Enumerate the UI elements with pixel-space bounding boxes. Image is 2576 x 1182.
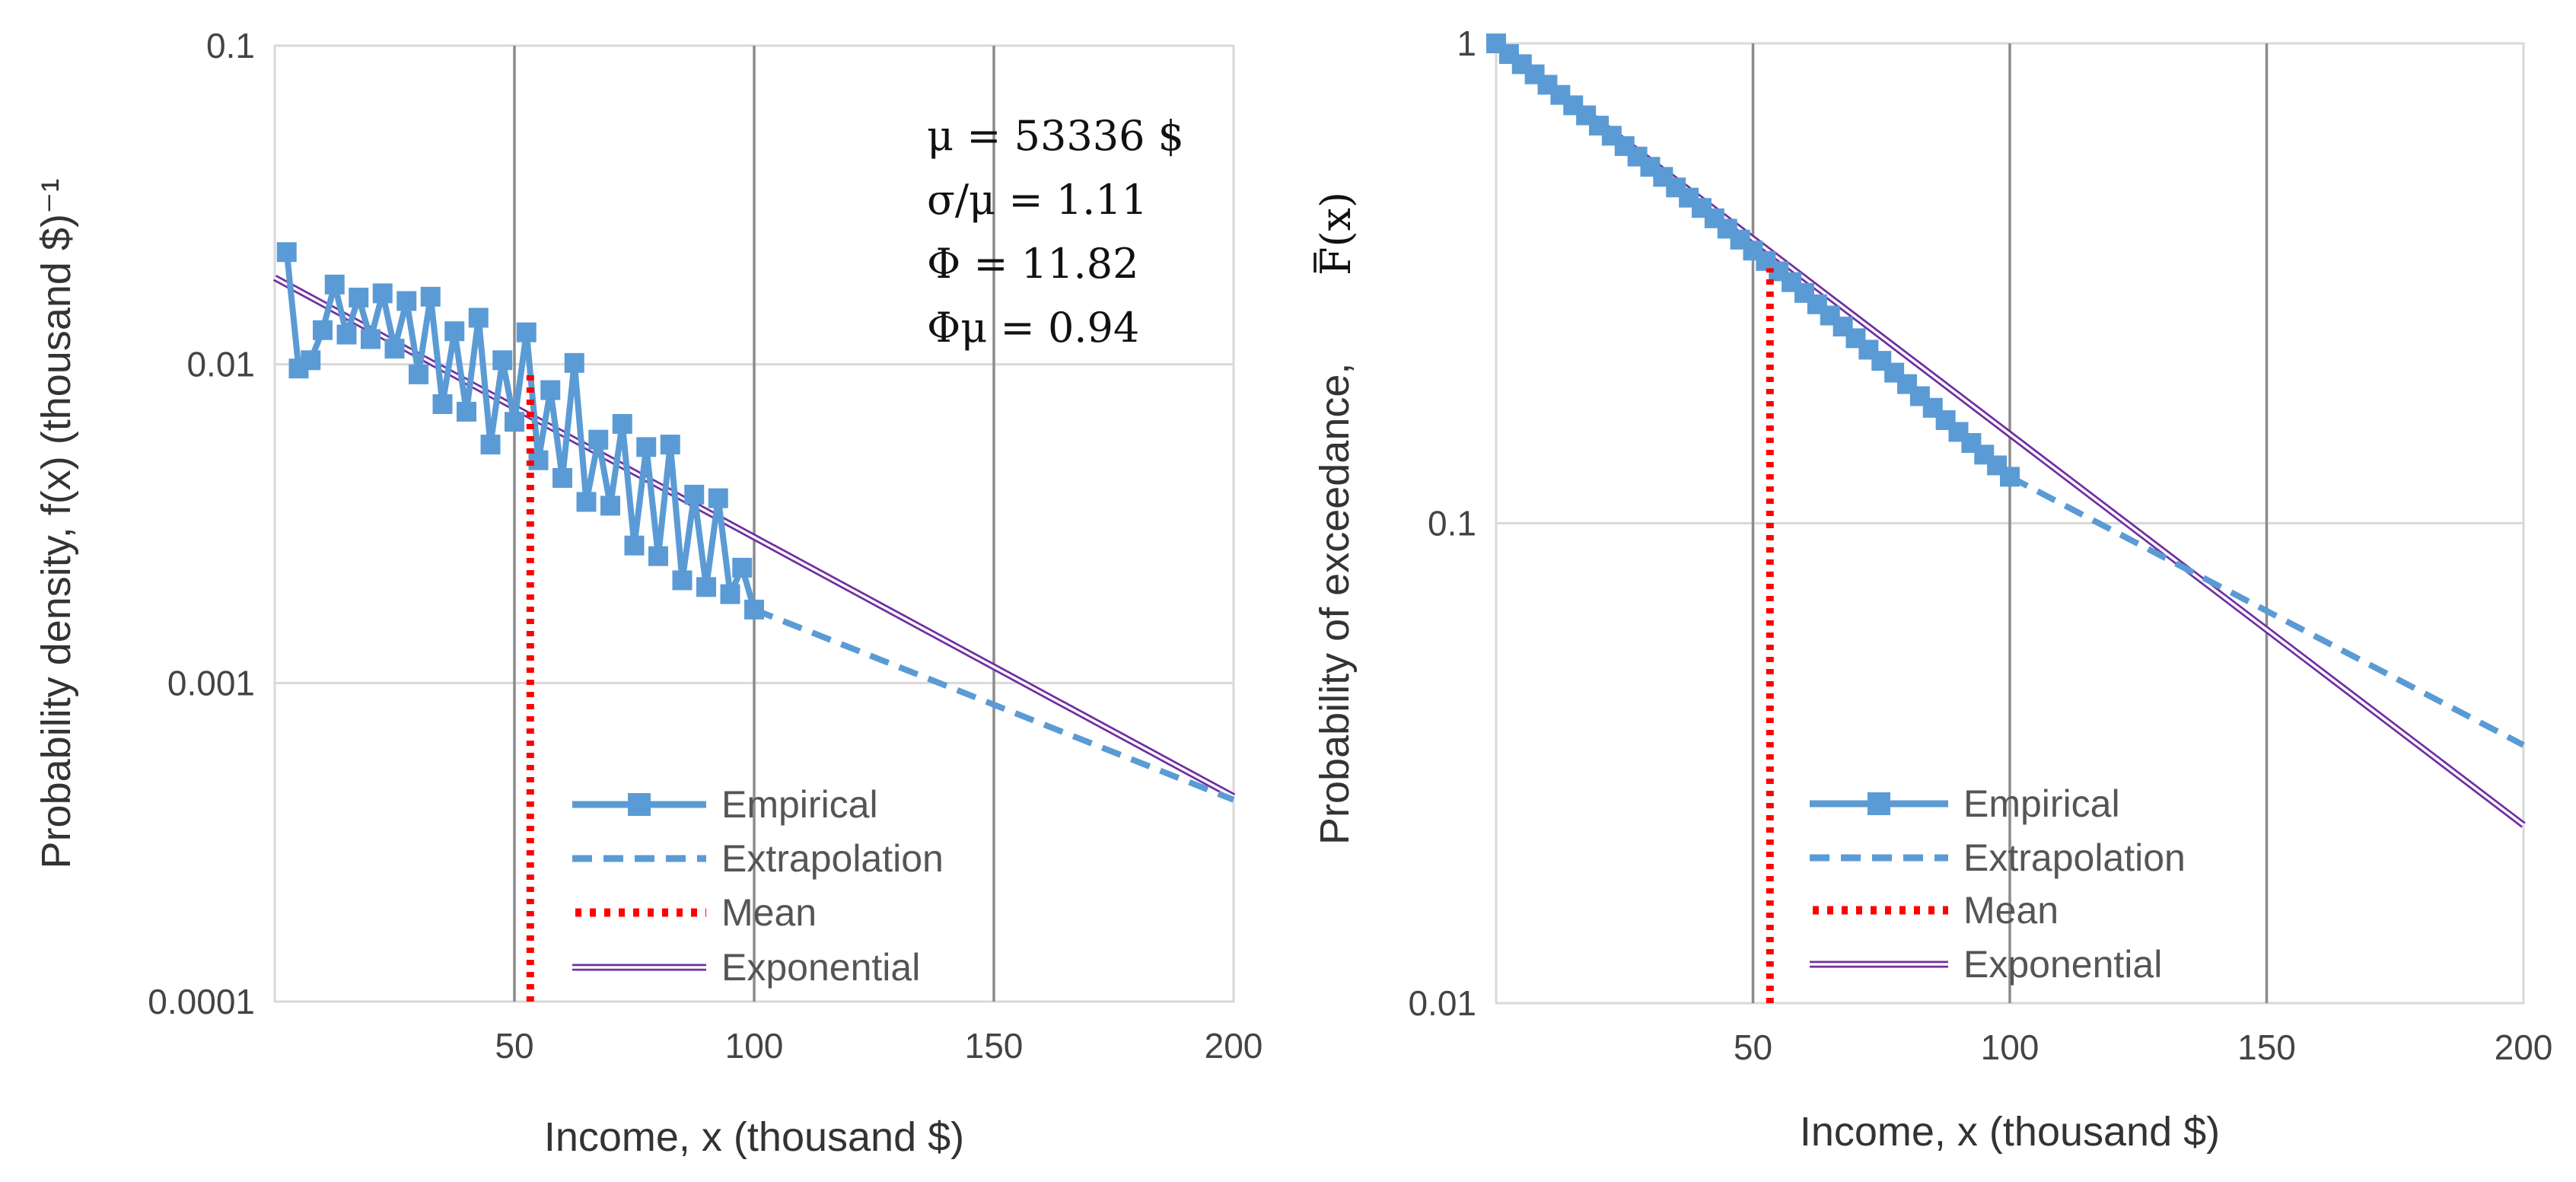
x-tick-label: 150 [965, 1026, 1024, 1066]
y-tick-label: 1 [1457, 24, 1476, 63]
empirical-marker [2000, 467, 2020, 487]
empirical-marker [444, 321, 465, 342]
right-series [1486, 33, 2526, 1003]
empirical-marker [313, 320, 333, 340]
right-vertical-gridlines [1751, 43, 2269, 1003]
empirical-marker [636, 437, 657, 457]
right-chart: 0.01 0.1 1 50 100 150 200 Income, x (thousand… [1312, 24, 2552, 1155]
y-tick-label: 0.001 [167, 663, 255, 703]
right-y-axis-label-group: Probability of exceedance, F(x) [1312, 192, 1360, 845]
empirical-marker [276, 242, 297, 263]
legend-item-extrapolation: Extrapolation [1810, 836, 2186, 879]
stat-mean: μ = 53336 $ [927, 112, 1184, 160]
empirical-marker [336, 324, 357, 345]
x-tick-label: 200 [2495, 1027, 2553, 1067]
empirical-marker [409, 364, 428, 384]
empirical-marker [540, 380, 561, 400]
empirical-marker [480, 435, 501, 455]
right-x-tick-labels: 50 100 150 200 [1734, 1027, 2552, 1067]
svg-text:Mean: Mean [1963, 889, 2059, 932]
right-y-tick-labels: 0.01 0.1 1 [1408, 24, 1476, 1023]
legend-item-empirical: Empirical [572, 783, 878, 826]
empirical-marker [576, 492, 597, 512]
empirical-marker [528, 450, 549, 470]
svg-text:Extrapolation: Extrapolation [721, 837, 944, 880]
left-vertical-gridlines [513, 46, 995, 1002]
empirical-marker [349, 287, 369, 307]
empirical-marker [708, 488, 728, 508]
exceedance-symbol: F(x) [1312, 192, 1360, 276]
svg-text:Exponential: Exponential [721, 946, 920, 989]
empirical-marker [516, 322, 537, 342]
x-tick-label: 100 [725, 1026, 784, 1066]
y-tick-label: 0.1 [206, 26, 255, 65]
empirical-marker [600, 495, 620, 516]
empirical-marker [624, 535, 645, 556]
left-stats-annotation: μ = 53336 $ σ/μ = 1.11 Φ = 11.82 Φμ = 0.… [927, 112, 1184, 352]
empirical-marker [384, 339, 405, 359]
x-tick-label: 200 [1205, 1026, 1263, 1066]
legend-item-mean: Mean [575, 891, 817, 934]
empirical-marker [468, 307, 489, 328]
stat-cv: σ/μ = 1.11 [927, 176, 1148, 224]
y-tick-label: 0.01 [1408, 983, 1476, 1023]
empirical-marker [720, 584, 740, 604]
left-chart: 0.0001 0.001 0.01 0.1 50 100 150 200 Income, x… [33, 26, 1263, 1160]
x-tick-label: 50 [495, 1026, 533, 1066]
empirical-marker [324, 274, 345, 295]
legend-item-exponential: Exponential [572, 946, 920, 989]
empirical-marker [564, 352, 584, 373]
empirical-marker [301, 350, 321, 371]
empirical-marker [396, 291, 417, 311]
legend-item-extrapolation: Extrapolation [572, 837, 944, 880]
legend-item-empirical: Empirical [1810, 782, 2120, 825]
left-y-axis-label: Probability density, f(x) (thousand $)⁻¹ [33, 179, 79, 869]
left-x-tick-labels: 50 100 150 200 [495, 1026, 1263, 1066]
empirical-line [283, 251, 757, 610]
left-series [272, 242, 1236, 1002]
x-tick-label: 100 [1981, 1027, 2039, 1067]
legend-item-mean: Mean [1813, 889, 2059, 932]
empirical-marker [552, 467, 572, 488]
empirical-marker [660, 435, 680, 455]
right-legend: Empirical Extrapolation Mean Exponential [1810, 782, 2186, 986]
left-legend: Empirical Extrapolation Mean Exponential [572, 783, 944, 989]
svg-text:Mean: Mean [721, 891, 817, 934]
empirical-marker [744, 599, 764, 620]
exponential-line-core [274, 276, 1234, 798]
y-tick-label: 0.1 [1428, 504, 1476, 543]
empirical-marker [696, 577, 716, 597]
empirical-marker [432, 393, 453, 414]
svg-text:Extrapolation: Extrapolation [1963, 836, 2186, 879]
left-x-axis-label: Income, x (thousand $) [544, 1114, 964, 1160]
y-tick-label: 0.01 [186, 345, 255, 384]
empirical-marker [588, 429, 609, 450]
right-x-axis-label: Income, x (thousand $) [1800, 1109, 2220, 1155]
svg-text:Empirical: Empirical [721, 783, 878, 826]
empirical-marker [672, 570, 693, 591]
empirical-marker [648, 546, 668, 566]
legend-item-exponential: Exponential [1810, 943, 2162, 986]
empirical-marker [492, 350, 513, 371]
right-y-axis-label: Probability of exceedance, [1312, 363, 1358, 845]
stat-phi-mu: Φμ = 0.94 [927, 304, 1139, 352]
y-tick-label: 0.0001 [148, 982, 255, 1021]
empirical-marker [684, 484, 705, 505]
x-tick-label: 50 [1734, 1027, 1772, 1067]
empirical-marker [612, 413, 632, 434]
left-y-tick-labels: 0.0001 0.001 0.01 0.1 [148, 26, 255, 1021]
svg-text:Empirical: Empirical [1963, 782, 2120, 825]
stat-phi: Φ = 11.82 [927, 240, 1138, 288]
empirical-marker [420, 286, 441, 307]
extrapolation-line [2008, 473, 2525, 748]
extrapolation-line [753, 607, 1235, 803]
empirical-marker [732, 557, 753, 578]
empirical-marker [361, 329, 381, 349]
x-tick-label: 150 [2237, 1027, 2296, 1067]
svg-text:Exponential: Exponential [1963, 943, 2162, 986]
empirical-marker [372, 283, 393, 304]
empirical-marker [505, 412, 524, 432]
empirical-marker [457, 401, 476, 422]
